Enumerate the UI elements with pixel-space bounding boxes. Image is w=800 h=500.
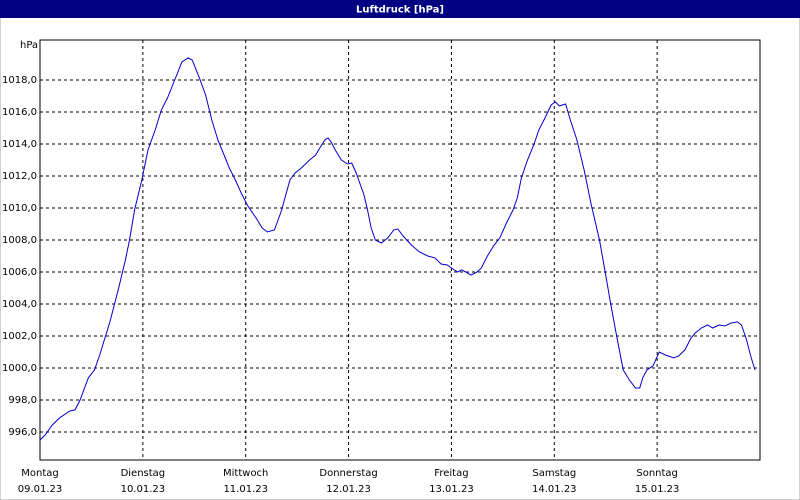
x-tick-label: Montag (21, 468, 58, 479)
x-tick-date: 15.01.23 (635, 484, 680, 495)
x-tick-date: 14.01.23 (532, 484, 577, 495)
x-tick-label: Donnerstag (319, 468, 377, 479)
y-axis-label: hPa (20, 40, 38, 51)
pressure-line (39, 57, 756, 441)
y-tick-label: 1008,0 (2, 235, 37, 246)
chart-title: Luftdruck [hPa] (356, 5, 444, 16)
y-tick-label: 1006,0 (2, 267, 37, 278)
y-tick-label: 1002,0 (2, 331, 37, 342)
y-tick-label: 1000,0 (2, 363, 37, 374)
y-tick-label: 1012,0 (2, 171, 37, 182)
y-tick-label: 1004,0 (2, 299, 37, 310)
title-bar (0, 0, 800, 18)
x-tick-label: Samstag (532, 468, 576, 479)
x-tick-date: 10.01.23 (121, 484, 166, 495)
y-tick-label: 1018,0 (2, 75, 37, 86)
x-tick-label: Mittwoch (223, 468, 268, 479)
y-tick-label: 1010,0 (2, 203, 37, 214)
x-tick-label: Dienstag (121, 468, 166, 479)
x-tick-date: 09.01.23 (18, 484, 63, 495)
x-tick-label: Sonntag (636, 468, 678, 479)
y-tick-label: 996,0 (8, 427, 37, 438)
x-tick-label: Freitag (434, 468, 468, 479)
y-tick-label: 1014,0 (2, 139, 37, 150)
x-tick-date: 12.01.23 (326, 484, 371, 495)
y-tick-label: 1016,0 (2, 107, 37, 118)
x-tick-date: 11.01.23 (223, 484, 268, 495)
y-tick-label: 998,0 (8, 395, 37, 406)
x-tick-date: 13.01.23 (429, 484, 474, 495)
